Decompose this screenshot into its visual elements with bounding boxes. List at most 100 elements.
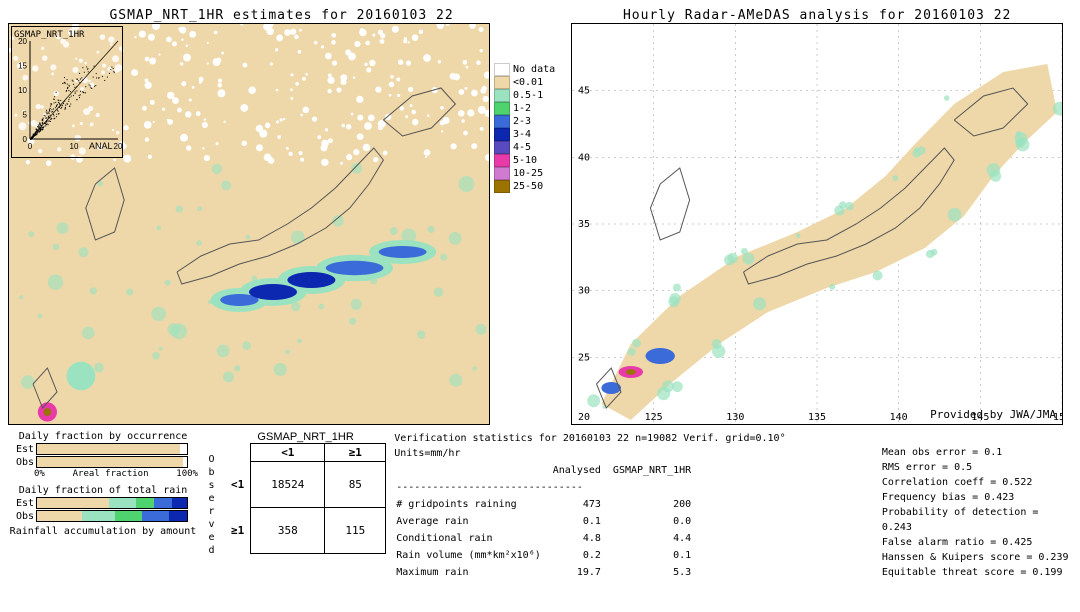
- stats-row: Rain volume (mm*km²x10⁶)0.20.1: [396, 548, 701, 563]
- svg-text:10: 10: [70, 142, 79, 151]
- legend-swatch: [494, 141, 510, 154]
- rain-seg: [169, 511, 187, 521]
- legend-label: 1-2: [513, 103, 531, 114]
- contingency-panel: GSMAP_NRT_1HR <1 ≥1 <1 18524 85 ≥1 358 1…: [225, 431, 386, 554]
- stats-header: Verification statistics for 20160103 22 …: [394, 431, 852, 461]
- legend-item: No data: [494, 63, 555, 76]
- rain-seg: [172, 498, 187, 508]
- legend-label: 0.5-1: [513, 90, 543, 101]
- legend-swatch: [494, 76, 510, 89]
- svg-text:35: 35: [578, 219, 590, 230]
- axis-right: 100%: [176, 469, 198, 479]
- svg-text:15: 15: [18, 62, 27, 71]
- legend-label: 2-3: [513, 116, 531, 127]
- contingency-table: <1 ≥1 <1 18524 85 ≥1 358 115: [225, 443, 386, 554]
- rain-seg: [82, 511, 115, 521]
- observed-axis-label: Observed: [206, 451, 217, 561]
- rain-seg: [142, 511, 169, 521]
- color-legend: No data <0.01 0.5-1 1-2 2-3 3-44-55-10 10-25 25…: [494, 63, 555, 193]
- stats-table: Analysed GSMAP_NRT_1HR -----------------…: [394, 461, 703, 582]
- frac-obs-label: Obs: [8, 457, 36, 468]
- ct-col-lt: <1: [251, 444, 325, 462]
- legend-label: No data: [513, 64, 555, 75]
- ct-c: 358: [251, 508, 325, 554]
- metrics-list: Mean obs error = 0.1RMS error = 0.5Corre…: [882, 445, 1072, 580]
- rain-obs-label: Obs: [8, 511, 36, 522]
- svg-text:125: 125: [645, 412, 663, 423]
- svg-text:10: 10: [18, 86, 27, 95]
- occ-obs-bar: [36, 456, 188, 468]
- legend-label: 3-4: [513, 129, 531, 140]
- ct-a: 18524: [251, 462, 325, 508]
- legend-label: 25-50: [513, 181, 543, 192]
- svg-text:25: 25: [578, 352, 590, 363]
- legend-label: 5-10: [513, 155, 537, 166]
- axis-mid: Areal fraction: [73, 469, 149, 479]
- legend-item: 3-4: [494, 128, 555, 141]
- ct-col-ge: ≥1: [325, 444, 386, 462]
- stats-dash: -------------------------------: [396, 480, 701, 495]
- axis-left: 0%: [34, 469, 45, 479]
- legend-item: 1-2: [494, 102, 555, 115]
- ct-d: 115: [325, 508, 386, 554]
- svg-text:135: 135: [808, 412, 826, 423]
- metric-row: RMS error = 0.5: [882, 460, 1072, 475]
- svg-text:20: 20: [578, 412, 590, 423]
- frac-occ-title: Daily fraction by occurrence: [8, 431, 198, 442]
- rain-seg: [136, 498, 154, 508]
- svg-text:20: 20: [18, 37, 27, 46]
- rain-est-label: Est: [8, 498, 36, 509]
- gsmap-estimate-panel: GSMAP_NRT_1HR estimates for 20160103 22 …: [8, 8, 555, 425]
- legend-swatch: [494, 154, 510, 167]
- metric-row: Hanssen & Kuipers score = 0.239: [882, 550, 1072, 565]
- metric-row: False alarm ratio = 0.425: [882, 535, 1072, 550]
- gsmap-map: GSMAP_NRT_1HR0102005101520ANAL: [8, 23, 490, 425]
- rain-est-bar: [36, 497, 188, 509]
- stats-row: Average rain0.10.0: [396, 514, 701, 529]
- gsmap-title: GSMAP_NRT_1HR estimates for 20160103 22: [8, 8, 555, 23]
- svg-text:140: 140: [890, 412, 908, 423]
- stats-panel: Verification statistics for 20160103 22 …: [394, 431, 1072, 582]
- scatter-inset: GSMAP_NRT_1HR0102005101520ANAL: [11, 26, 123, 158]
- legend-item: 0.5-1: [494, 89, 555, 102]
- legend-swatch: [494, 89, 510, 102]
- occ-est-bar: [36, 443, 188, 455]
- svg-text:30: 30: [578, 286, 590, 297]
- ct-b: 85: [325, 462, 386, 508]
- stats-row: Maximum rain19.75.3: [396, 565, 701, 580]
- legend-item: 10-25: [494, 167, 555, 180]
- contingency-title: GSMAP_NRT_1HR: [225, 431, 386, 443]
- metric-row: Frequency bias = 0.423: [882, 490, 1072, 505]
- radar-amedas-panel: Hourly Radar-AMeDAS analysis for 2016010…: [571, 8, 1063, 425]
- frac-est-label: Est: [8, 444, 36, 455]
- svg-text:130: 130: [726, 412, 744, 423]
- ct-row-ge: ≥1: [225, 508, 251, 554]
- radar-title: Hourly Radar-AMeDAS analysis for 2016010…: [571, 8, 1063, 23]
- legend-label: <0.01: [513, 77, 543, 88]
- svg-text:5: 5: [23, 111, 28, 120]
- svg-text:40: 40: [578, 152, 590, 163]
- fraction-panel: Daily fraction by occurrence Est Obs 0% …: [8, 431, 198, 537]
- legend-swatch: [494, 102, 510, 115]
- frac-rain-title: Daily fraction of total rain: [8, 485, 198, 496]
- ct-row-lt: <1: [225, 462, 251, 508]
- radar-map: 1251301351401451502530354045Provided by …: [571, 23, 1063, 425]
- svg-text:45: 45: [578, 86, 590, 97]
- metric-row: Probability of detection = 0.243: [882, 505, 1072, 535]
- rain-obs-bar: [36, 510, 188, 522]
- legend-label: 10-25: [513, 168, 543, 179]
- svg-text:ANAL: ANAL: [89, 141, 113, 151]
- svg-text:0: 0: [28, 142, 33, 151]
- stats-row: Conditional rain4.84.4: [396, 531, 701, 546]
- stats-row: # gridpoints raining473200: [396, 497, 701, 512]
- rain-seg: [115, 511, 142, 521]
- legend-item: 4-5: [494, 141, 555, 154]
- metric-row: Mean obs error = 0.1: [882, 445, 1072, 460]
- rain-seg: [154, 498, 172, 508]
- stats-col-analysed: Analysed: [553, 463, 611, 478]
- svg-text:Provided by JWA/JMA: Provided by JWA/JMA: [930, 408, 1056, 421]
- legend-swatch: [494, 115, 510, 128]
- legend-item: 25-50: [494, 180, 555, 193]
- legend-swatch: [494, 128, 510, 141]
- legend-item: 5-10: [494, 154, 555, 167]
